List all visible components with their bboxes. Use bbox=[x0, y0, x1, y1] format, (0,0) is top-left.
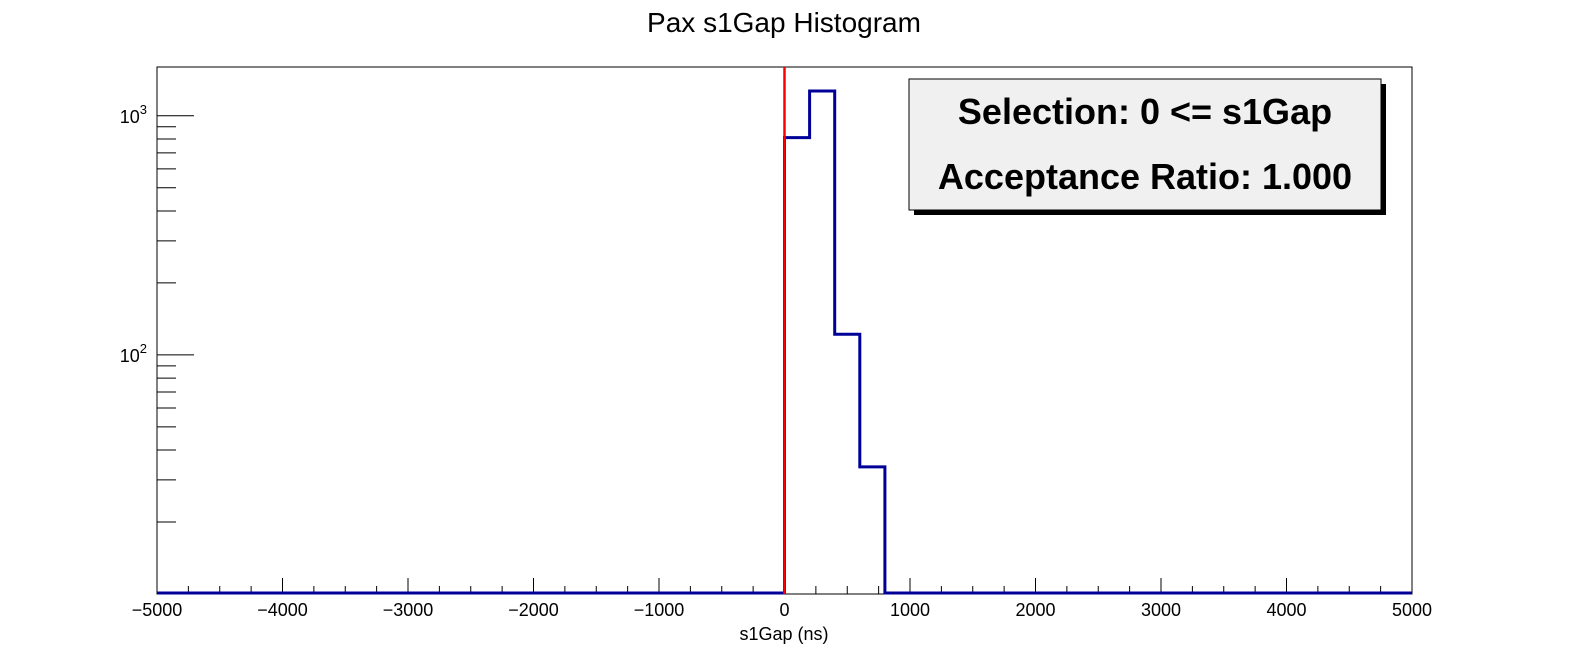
x-tick-label: 5000 bbox=[1392, 600, 1432, 620]
x-tick-label: −1000 bbox=[634, 600, 685, 620]
x-axis: −5000 −4000 −3000 −2000 −1000 0 1000 2000 3000 40… bbox=[132, 578, 1432, 620]
x-tick-label: 2000 bbox=[1015, 600, 1055, 620]
x-tick-label: −2000 bbox=[508, 600, 559, 620]
chart-title: Pax s1Gap Histogram bbox=[647, 7, 921, 38]
x-axis-title: s1Gap (ns) bbox=[739, 624, 828, 644]
y-axis: 102 103 bbox=[120, 102, 194, 595]
x-tick-label: 3000 bbox=[1141, 600, 1181, 620]
y-tick-label: 103 bbox=[120, 102, 147, 127]
x-tick-label: 0 bbox=[779, 600, 789, 620]
histogram-bin bbox=[810, 91, 835, 594]
selection-text: Selection: 0 <= s1Gap bbox=[958, 91, 1332, 132]
x-tick-label: 4000 bbox=[1266, 600, 1306, 620]
histogram-bin bbox=[860, 467, 885, 594]
stats-box-background bbox=[908, 78, 1382, 211]
y-tick-label: 102 bbox=[120, 341, 147, 366]
x-tick-label: −3000 bbox=[383, 600, 434, 620]
x-tick-label: −4000 bbox=[257, 600, 308, 620]
stats-box: Selection: 0 <= s1Gap Acceptance Ratio: … bbox=[908, 78, 1386, 215]
x-tick-label: 1000 bbox=[890, 600, 930, 620]
x-tick-label: −5000 bbox=[132, 600, 183, 620]
acceptance-ratio-text: Acceptance Ratio: 1.000 bbox=[938, 156, 1352, 197]
histogram-bin bbox=[785, 138, 810, 594]
histogram-bin bbox=[835, 334, 860, 594]
